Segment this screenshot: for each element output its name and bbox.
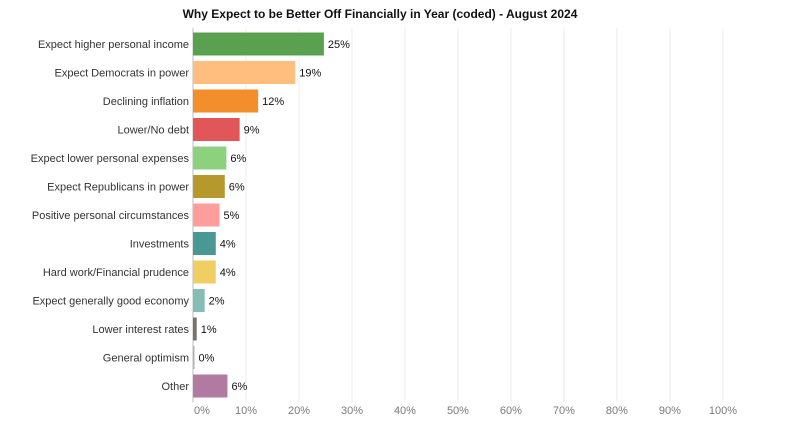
value-label: 0% xyxy=(199,353,215,365)
value-label: 6% xyxy=(230,153,246,165)
x-tick-label: 50% xyxy=(447,405,469,417)
chart-title: Why Expect to be Better Off Financially … xyxy=(182,7,578,21)
category-label: Expect Republicans in power xyxy=(47,182,189,194)
x-tick-label: 60% xyxy=(500,405,522,417)
category-label: Expect generally good economy xyxy=(32,296,189,308)
bar xyxy=(193,260,216,284)
category-label: Expect higher personal income xyxy=(38,39,189,51)
bar xyxy=(193,232,216,255)
value-label: 4% xyxy=(220,267,236,279)
bar xyxy=(193,118,240,141)
bar xyxy=(193,61,296,84)
bar xyxy=(193,289,205,312)
value-label: 2% xyxy=(209,296,225,308)
category-label: Lower interest rates xyxy=(92,324,189,336)
value-label: 25% xyxy=(328,39,350,51)
bar xyxy=(193,346,195,369)
x-tick-label: 90% xyxy=(659,405,681,417)
value-label: 4% xyxy=(220,239,236,251)
value-label: 19% xyxy=(299,68,321,80)
bar xyxy=(193,374,228,398)
value-label: 1% xyxy=(201,324,217,336)
bar xyxy=(193,175,225,198)
category-label: Lower/No debt xyxy=(117,125,189,137)
category-label: Other xyxy=(161,381,189,393)
x-tick-label: 10% xyxy=(235,405,257,417)
bar xyxy=(193,146,227,170)
bar xyxy=(193,317,197,341)
category-label: Declining inflation xyxy=(103,96,189,108)
category-label: General optimism xyxy=(103,353,189,365)
bar xyxy=(193,32,324,56)
bar xyxy=(193,89,259,113)
x-tick-label: 30% xyxy=(341,405,363,417)
x-tick-label: 100% xyxy=(709,405,737,417)
x-tick-label: 0% xyxy=(194,405,210,417)
value-label: 12% xyxy=(262,96,284,108)
category-label: Investments xyxy=(130,239,190,251)
x-tick-label: 70% xyxy=(553,405,575,417)
x-tick-label: 20% xyxy=(288,405,310,417)
category-label: Expect lower personal expenses xyxy=(31,153,190,165)
category-label: Hard work/Financial prudence xyxy=(43,267,189,279)
bar xyxy=(193,203,220,227)
value-label: 5% xyxy=(223,210,239,222)
category-label: Positive personal circumstances xyxy=(32,210,190,222)
value-label: 6% xyxy=(229,182,245,194)
value-label: 6% xyxy=(231,381,247,393)
value-label: 9% xyxy=(244,125,260,137)
category-label: Expect Democrats in power xyxy=(55,68,190,80)
x-tick-label: 80% xyxy=(606,405,628,417)
x-tick-label: 40% xyxy=(394,405,416,417)
